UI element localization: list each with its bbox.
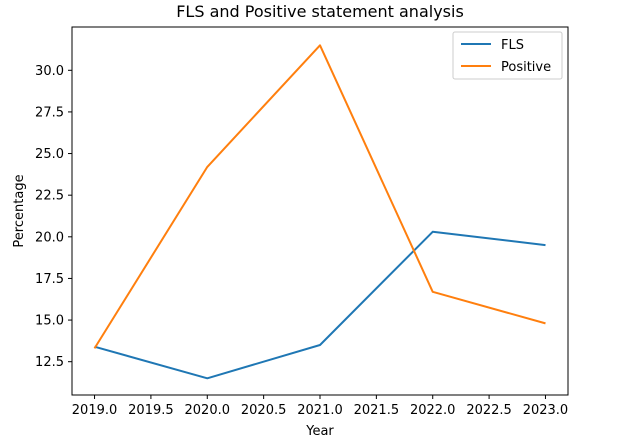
y-tick-label: 20.0: [35, 230, 64, 245]
x-tick-label: 2023.0: [523, 403, 569, 418]
y-tick-label: 17.5: [35, 272, 64, 287]
x-tick-label: 2020.5: [241, 403, 287, 418]
x-axis-label: Year: [305, 424, 334, 439]
x-tick-label: 2021.0: [297, 403, 343, 418]
y-tick-label: 30.0: [35, 64, 64, 79]
series-line-positive: [93, 44, 546, 349]
x-tick-label: 2020.0: [185, 403, 231, 418]
y-tick-label: 15.0: [35, 314, 64, 329]
plot-area: [71, 26, 569, 396]
x-tick-label: 2022.5: [466, 403, 512, 418]
y-axis: 12.5 15.0 17.5 20.0 22.5 25.0 27.5 30.0: [35, 64, 72, 370]
series-lines: [93, 44, 546, 380]
series-line-fls: [94, 230, 546, 380]
legend-label-positive: Positive: [501, 60, 551, 75]
legend: FLS Positive: [452, 31, 563, 80]
x-tick-label: 2021.5: [354, 403, 400, 418]
legend-label-fls: FLS: [501, 38, 524, 53]
y-tick-label: 27.5: [35, 105, 64, 120]
x-tick-label: 2022.0: [410, 403, 456, 418]
x-tick-label: 2019.5: [128, 403, 174, 418]
x-axis: 2019.0 2019.5 2020.0 2020.5 2021.0 2021.5 2022…: [72, 395, 568, 418]
y-tick-label: 12.5: [35, 355, 64, 370]
x-tick-label: 2019.0: [72, 403, 118, 418]
y-tick-label: 22.5: [35, 189, 64, 204]
chart-title: FLS and Positive statement analysis: [176, 2, 464, 21]
y-axis-label: Percentage: [12, 174, 27, 247]
y-tick-label: 25.0: [35, 147, 64, 162]
